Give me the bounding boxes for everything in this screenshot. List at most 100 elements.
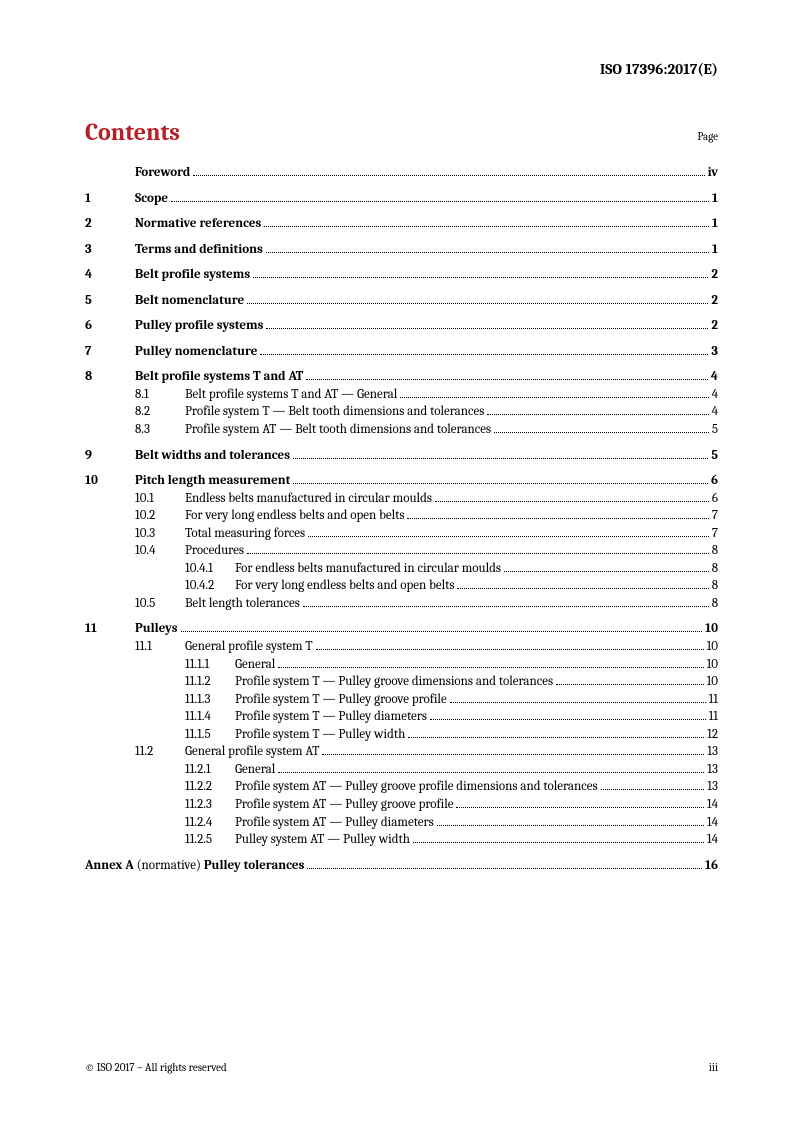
toc-section-number: 4 (85, 266, 135, 284)
toc-leader (260, 354, 708, 355)
toc-leader (556, 684, 704, 685)
toc-subsubsection-number: 11.1.4 (185, 708, 235, 726)
toc-page: 2 (711, 317, 718, 335)
toc-title: Profile system AT — Pulley diameters (235, 814, 434, 832)
toc-page: 1 (712, 215, 718, 233)
toc-leader (487, 414, 708, 415)
toc-subsubsection-number: 11.2.2 (185, 778, 235, 796)
toc-leader (306, 379, 708, 380)
toc-section-number: 6 (85, 317, 135, 335)
toc-page: 4 (712, 386, 718, 404)
toc-entry: 10Pitch length measurement6 (85, 472, 718, 490)
toc-leader (504, 571, 709, 572)
toc-page: 14 (707, 814, 718, 832)
toc-entry: 8Belt profile systems T and AT4 (85, 368, 718, 386)
toc-page: 6 (712, 490, 718, 508)
toc-entry: 11.1.5Profile system T — Pulley width12 (85, 726, 718, 744)
toc-leader (278, 667, 703, 668)
title-row: Contents Page (85, 118, 718, 146)
toc-subsection-number: 11.1 (135, 638, 185, 656)
toc-title: Pulley profile systems (135, 317, 263, 335)
toc-leader (247, 553, 709, 554)
toc-page: 12 (707, 726, 718, 744)
toc-subsection-number: 8.1 (135, 386, 185, 404)
toc-title: Profile system AT — Pulley groove profil… (235, 778, 598, 796)
toc-page: 10 (707, 638, 718, 656)
toc-leader (278, 772, 704, 773)
toc-section-number: 10 (85, 472, 135, 490)
toc-entry: 11.2.3Profile system AT — Pulley groove … (85, 796, 718, 814)
toc-leader (457, 588, 708, 589)
toc-title: Profile system T — Pulley diameters (235, 708, 427, 726)
toc-page: 2 (711, 266, 718, 284)
toc-page: 8 (712, 577, 718, 595)
toc-leader (253, 277, 708, 278)
toc-title: Terms and definitions (135, 241, 263, 259)
toc-entry: 10.2For very long endless belts and open… (85, 507, 718, 525)
toc-section-number: 2 (85, 215, 135, 233)
toc-leader (322, 754, 704, 755)
toc-entry: 11.1.4Profile system T — Pulley diameter… (85, 708, 718, 726)
toc-title: For endless belts manufactured in circul… (235, 560, 501, 578)
toc-page: 11 (709, 691, 718, 709)
toc-page: 1 (712, 241, 718, 259)
toc-page: 14 (707, 831, 718, 849)
toc-leader (413, 842, 704, 843)
toc-section-number: 3 (85, 241, 135, 259)
toc-page: 5 (712, 421, 718, 439)
toc-annex-label: Annex A (normative) Pulley tolerances (85, 857, 304, 875)
toc-subsection-number: 8.3 (135, 421, 185, 439)
toc-entry: 4Belt profile systems 2 (85, 266, 718, 284)
toc-entry: 7Pulley nomenclature3 (85, 343, 718, 361)
toc-subsection-number: 10.4 (135, 542, 185, 560)
toc-title: For very long endless belts and open bel… (235, 577, 454, 595)
toc-title: Pulley nomenclature (135, 343, 257, 361)
toc-subsubsection-number: 11.1.3 (185, 691, 235, 709)
toc-entry: 8.3Profile system AT — Belt tooth dimens… (85, 421, 718, 439)
toc-leader (293, 458, 708, 459)
document-header: ISO 17396:2017(E) (85, 60, 718, 78)
toc-entry: 6Pulley profile systems 2 (85, 317, 718, 335)
toc-subsection-number: 11.2 (135, 743, 185, 761)
toc-entry: 9Belt widths and tolerances5 (85, 447, 718, 465)
toc-leader (437, 825, 704, 826)
toc-entry: 10.5Belt length tolerances8 (85, 595, 718, 613)
toc-leader (316, 649, 704, 650)
toc-page: 6 (711, 472, 718, 490)
toc-leader (266, 252, 709, 253)
toc-subsubsection-number: 11.1.2 (185, 673, 235, 691)
toc-page: iv (708, 164, 718, 182)
toc-title: Belt profile systems T and AT (135, 368, 303, 386)
toc-title: For very long endless belts and open bel… (185, 507, 404, 525)
toc-leader (308, 536, 709, 537)
toc-page: 4 (712, 403, 718, 421)
toc-subsection-number: 10.1 (135, 490, 185, 508)
toc-entry: 11.2.2Profile system AT — Pulley groove … (85, 778, 718, 796)
toc-entry: 1Scope1 (85, 190, 718, 208)
toc-title: Profile system T — Belt tooth dimensions… (185, 403, 484, 421)
toc-entry: 10.3Total measuring forces7 (85, 525, 718, 543)
toc-leader (601, 789, 705, 790)
toc-leader (171, 201, 709, 202)
toc-section-number: 5 (85, 292, 135, 310)
toc-entry: 11.2.5Pulley system AT — Pulley width14 (85, 831, 718, 849)
toc-title: Profile system T — Pulley groove dimensi… (235, 673, 553, 691)
toc-entry: 11.2.1General13 (85, 761, 718, 779)
toc-leader (400, 397, 708, 398)
toc-title: Procedures (185, 542, 244, 560)
toc-title: Profile system T — Pulley groove profile (235, 691, 447, 709)
toc-title: Pulleys (135, 620, 178, 638)
toc-page: 1 (712, 190, 718, 208)
toc-page: 11 (709, 708, 718, 726)
toc-section-number: 7 (85, 343, 135, 361)
toc-section-number: 1 (85, 190, 135, 208)
toc-page: 7 (712, 525, 718, 543)
toc-page: 5 (711, 447, 718, 465)
toc-leader (266, 328, 708, 329)
toc-page: 10 (705, 620, 718, 638)
toc-subsubsection-number: 11.2.3 (185, 796, 235, 814)
toc-entry: 10.4.1For endless belts manufactured in … (85, 560, 718, 578)
toc-entry: 11.1.2Profile system T — Pulley groove d… (85, 673, 718, 691)
toc-section-number: 9 (85, 447, 135, 465)
toc-title: Belt profile systems (135, 266, 250, 284)
